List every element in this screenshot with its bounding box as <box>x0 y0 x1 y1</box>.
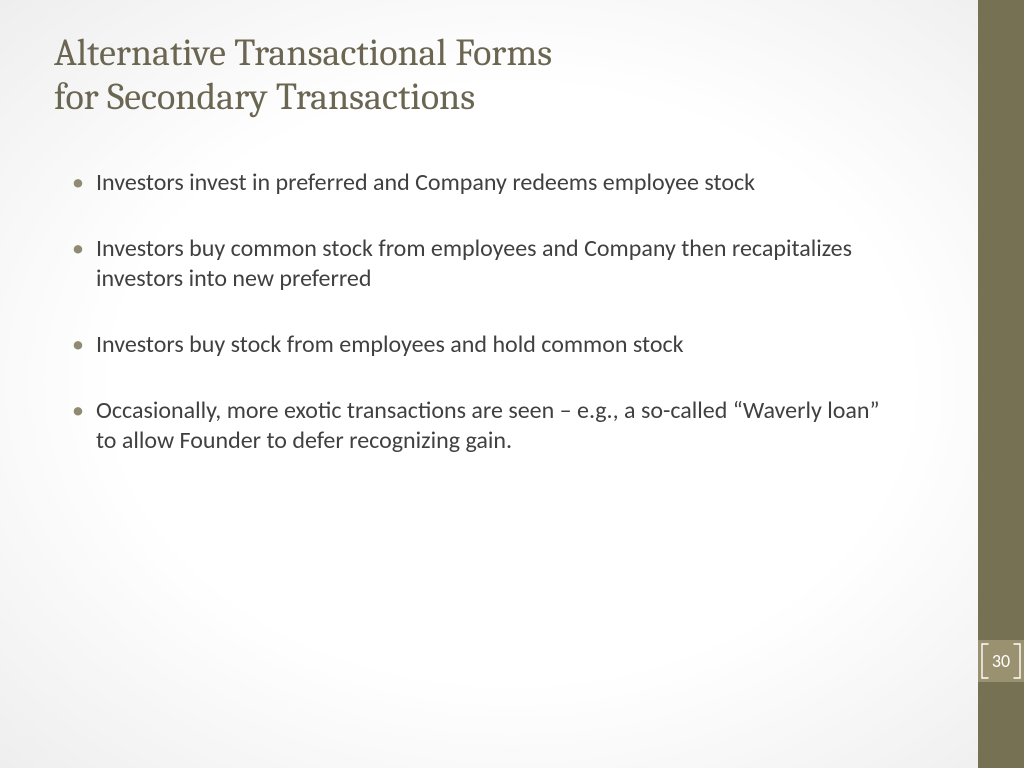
slide-title: Alternative Transactional Forms for Seco… <box>54 32 934 119</box>
bullet-item: Occasionally, more exotic transactions a… <box>72 396 904 456</box>
page-number-badge: 30 <box>978 640 1024 682</box>
bullet-text: Investors invest in preferred and Compan… <box>96 168 755 197</box>
bullet-item: Investors buy common stock from employee… <box>72 234 904 294</box>
bullet-text: Investors buy stock from employees and h… <box>96 330 684 359</box>
title-line-2: for Secondary Transactions <box>54 75 475 119</box>
bullet-text: Investors buy common stock from employee… <box>96 234 852 293</box>
title-line-1: Alternative Transactional Forms <box>54 31 552 75</box>
bullet-text: Occasionally, more exotic transactions a… <box>96 396 880 455</box>
slide: Alternative Transactional Forms for Seco… <box>0 0 1024 768</box>
bullet-list: Investors invest in preferred and Compan… <box>72 168 904 492</box>
bullet-item: Investors buy stock from employees and h… <box>72 330 904 360</box>
bullet-item: Investors invest in preferred and Compan… <box>72 168 904 198</box>
page-number: 30 <box>992 650 1010 672</box>
